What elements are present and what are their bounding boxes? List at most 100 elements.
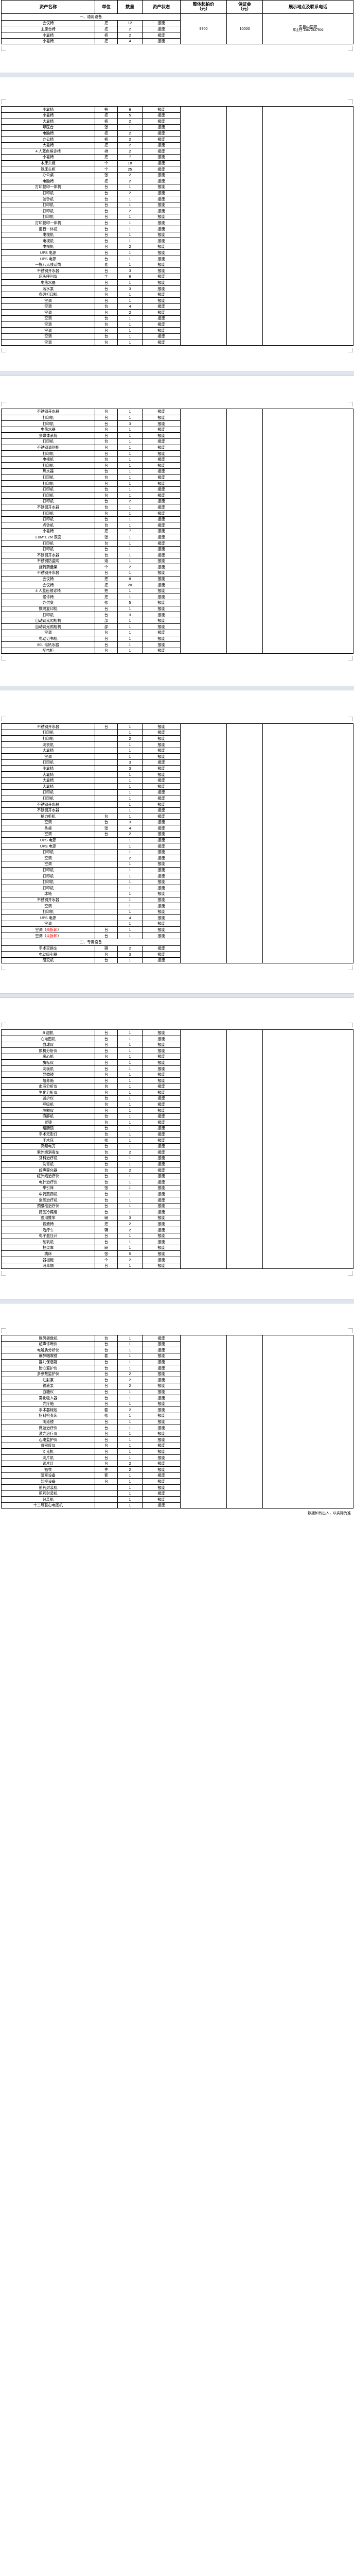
cell-unit: 辆	[95, 1244, 118, 1251]
table-row: 空调台 1 报废	[1, 339, 353, 346]
cell-asset-name: 4 人蓝色候诊椅	[1, 148, 95, 155]
document-page: 数码摄像机台 1 报废 超声诊断仪台 1 报废 电解质分析仪台 1 报废 麻醉咽喉镜套 1 报废 婴儿保…	[0, 1335, 354, 1516]
cell-quantity: 1	[117, 903, 143, 909]
cell-unit	[95, 885, 118, 891]
cell-quantity: 2	[117, 148, 143, 155]
cell-asset-name: 大靠椅	[1, 771, 95, 778]
cell-location-contact	[262, 723, 353, 964]
cell-asset-state: 报废	[142, 641, 181, 648]
cell-asset-state: 报废	[142, 256, 181, 262]
cell-unit: 台	[95, 540, 118, 547]
cell-unit: 台	[95, 1382, 118, 1389]
cell-asset-state: 报废	[142, 1502, 181, 1509]
cell-asset-state: 报废	[142, 1131, 181, 1138]
cell-quantity: 3	[117, 285, 143, 292]
cell-asset-name: 胎心监护仪	[1, 1365, 95, 1371]
cell-asset-state: 报废	[142, 1239, 181, 1245]
cell-asset-name: 打印机	[1, 510, 95, 517]
cell-asset-name: 骨密度仪	[1, 1442, 95, 1449]
cell-asset-name: 不锈钢开水器	[1, 723, 95, 730]
cell-unit: 台	[95, 1041, 118, 1048]
cell-asset-name: 空调	[1, 819, 95, 826]
cell-unit: 台	[95, 1029, 118, 1037]
cell-quantity: 1	[117, 327, 143, 334]
cell-quantity: 2	[117, 1406, 143, 1413]
document-page: 不锈钢开水器台 1 报废 打印机台 1 报废 打印机台 3 报废 电热水器台 1 报废 多媒体系统台 1 报…	[0, 408, 354, 654]
table-row: 打印机台 1 报废	[1, 510, 353, 517]
table-row: 手术无影灯台 1 报废	[1, 1131, 353, 1138]
cell-unit: 台	[95, 426, 118, 433]
cell-asset-name: 格力柜机	[1, 813, 95, 820]
cell-asset-state: 报废	[142, 291, 181, 298]
table-row: 阴道镜台 1 报废	[1, 1418, 353, 1426]
cell-quantity: 1	[117, 723, 143, 730]
table-row: 煎药封装机 1 报废	[1, 1484, 353, 1491]
cell-unit: 台	[95, 285, 118, 292]
cell-asset-state: 报废	[142, 1149, 181, 1156]
table-row: 显微镜台 1 报废	[1, 1071, 353, 1078]
cell-asset-name: 多参数监护仪	[1, 1370, 95, 1378]
cell-asset-name: 冰箱	[1, 890, 95, 897]
cell-quantity: 1	[117, 1036, 143, 1042]
cell-asset-name: 小靠椅	[1, 32, 95, 39]
cell-unit: 台	[95, 546, 118, 553]
cell-quantity: 1	[117, 1335, 143, 1342]
table-row: 颈腰椎治疗仪台 1 报废	[1, 1202, 353, 1210]
cell-unit	[95, 908, 118, 916]
table-row: 超声雾化器台 2 报废	[1, 1167, 353, 1174]
cell-asset-name: 消毒锅	[1, 1262, 95, 1269]
cell-asset-state: 报废	[142, 420, 181, 427]
cell-asset-name: 血糖仪	[1, 1388, 95, 1396]
table-row: 手术床张 1 报废	[1, 1137, 353, 1144]
cell-unit: 台	[95, 1107, 118, 1114]
cell-asset-name: 打印机	[1, 516, 95, 523]
cell-asset-state: 报废	[142, 908, 181, 916]
cell-unit: 套	[95, 261, 118, 268]
cell-unit	[95, 729, 118, 736]
cell-asset-name: 治疗车	[1, 1227, 95, 1233]
table-row: 骨密度仪台 1 报废	[1, 1442, 353, 1449]
cell-quantity: 1	[117, 468, 143, 475]
cell-unit	[95, 878, 118, 886]
cell-quantity: 1	[117, 783, 143, 790]
cell-unit: 张	[95, 1412, 118, 1419]
cell-asset-name: 洗胃机	[1, 1161, 95, 1168]
table-row: 主席台椅把 2 报废	[1, 26, 353, 32]
cell-asset-name: 不锈钢开水器	[1, 408, 95, 415]
cell-asset-state: 报废	[142, 321, 181, 328]
cell-quantity: 1	[117, 771, 143, 778]
crop-mark	[1, 1271, 6, 1276]
cell-asset-state: 报废	[142, 1484, 181, 1491]
cell-asset-state: 报废	[142, 124, 181, 131]
cell-asset-name: 电子血压计	[1, 1232, 95, 1240]
cell-asset-name: 阴道镜	[1, 1418, 95, 1426]
table-row: 打印机台 1 报废	[1, 492, 353, 499]
cell-quantity: 1	[117, 261, 143, 268]
cell-asset-name: 手术床	[1, 1137, 95, 1144]
cell-asset-state: 报废	[142, 1442, 181, 1449]
cell-asset-state: 报废	[142, 753, 181, 760]
table-row: 不锈钢开水器 1 报废	[1, 896, 353, 904]
page-break-separator	[0, 654, 354, 724]
cell-asset-name: 打印机	[1, 878, 95, 886]
cell-asset-state: 报废	[142, 575, 181, 583]
cell-quantity: 1	[117, 1478, 143, 1485]
cell-asset-name: 条桌	[1, 825, 95, 832]
cell-unit: 把	[95, 575, 118, 583]
cell-quantity: 1	[117, 486, 143, 493]
cell-quantity: 1	[117, 124, 143, 131]
cell-asset-name: 打印机	[1, 612, 95, 618]
cell-quantity: 3	[117, 759, 143, 766]
cell-unit: 台	[95, 456, 118, 463]
cell-asset-name: 空调	[1, 315, 95, 322]
table-row: 麻醉咽喉镜套 1 报废	[1, 1352, 353, 1360]
cell-quantity: 1	[117, 249, 143, 257]
cell-unit: 台	[95, 339, 118, 346]
cell-quantity: 1	[117, 297, 143, 304]
cell-asset-name: 自动调光照相机	[1, 623, 95, 630]
cell-unit: 台	[95, 1454, 118, 1461]
cell-quantity: 1	[117, 256, 143, 262]
table-row: 空调台 3 报废	[1, 819, 353, 826]
table-row: 微波治疗仪台 1 报废	[1, 1425, 353, 1431]
cell-asset-name: 读片灯	[1, 1460, 95, 1467]
